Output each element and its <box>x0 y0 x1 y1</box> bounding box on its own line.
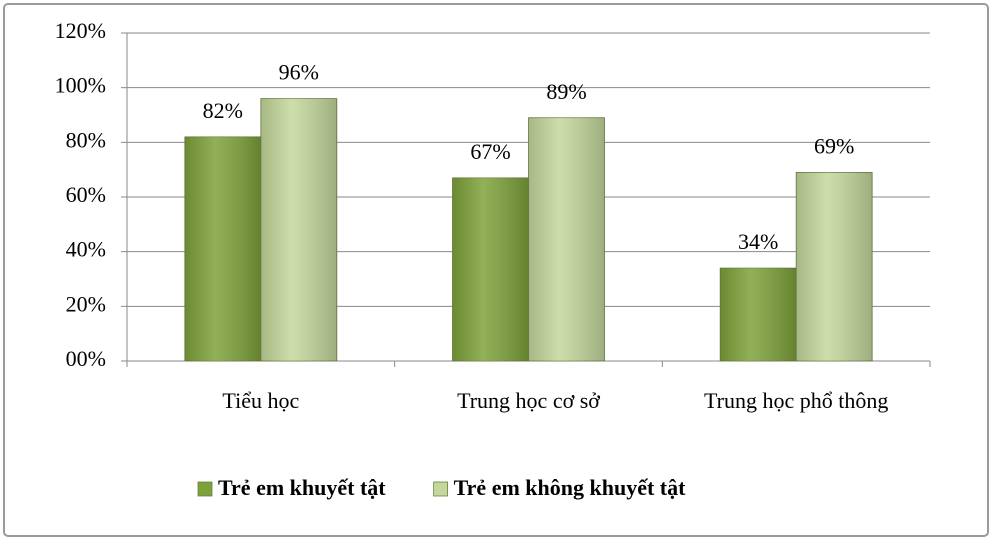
bar-sheen <box>720 268 797 361</box>
bar-sheen <box>184 136 261 361</box>
bar-sheen <box>452 177 529 361</box>
data-label: 34% <box>738 229 778 254</box>
y-tick-label: 60% <box>66 182 106 207</box>
y-tick-label: 40% <box>66 237 106 262</box>
y-tick-label: 120% <box>55 18 106 43</box>
data-label: 69% <box>814 133 854 158</box>
x-tick-label: Trung học cơ sở <box>457 388 600 413</box>
data-label: 89% <box>546 79 586 104</box>
y-tick-label: 20% <box>66 291 106 316</box>
x-tick-label: Trung học phổ thông <box>704 388 888 413</box>
bar-sheen <box>528 117 605 361</box>
legend-label: Trẻ em không khuyết tật <box>454 475 686 500</box>
y-tick-label: 100% <box>55 73 106 98</box>
legend-marker <box>433 481 449 497</box>
bar-sheen <box>260 98 337 361</box>
bar-sheen <box>796 172 873 361</box>
y-tick-label: 80% <box>66 127 106 152</box>
legend-marker <box>197 481 213 497</box>
data-label: 96% <box>279 60 319 85</box>
legend-label: Trẻ em khuyết tật <box>218 475 386 500</box>
data-label: 82% <box>203 98 243 123</box>
data-label: 67% <box>470 139 510 164</box>
x-tick-label: Tiểu học <box>222 388 299 413</box>
y-tick-label: 00% <box>66 346 106 371</box>
